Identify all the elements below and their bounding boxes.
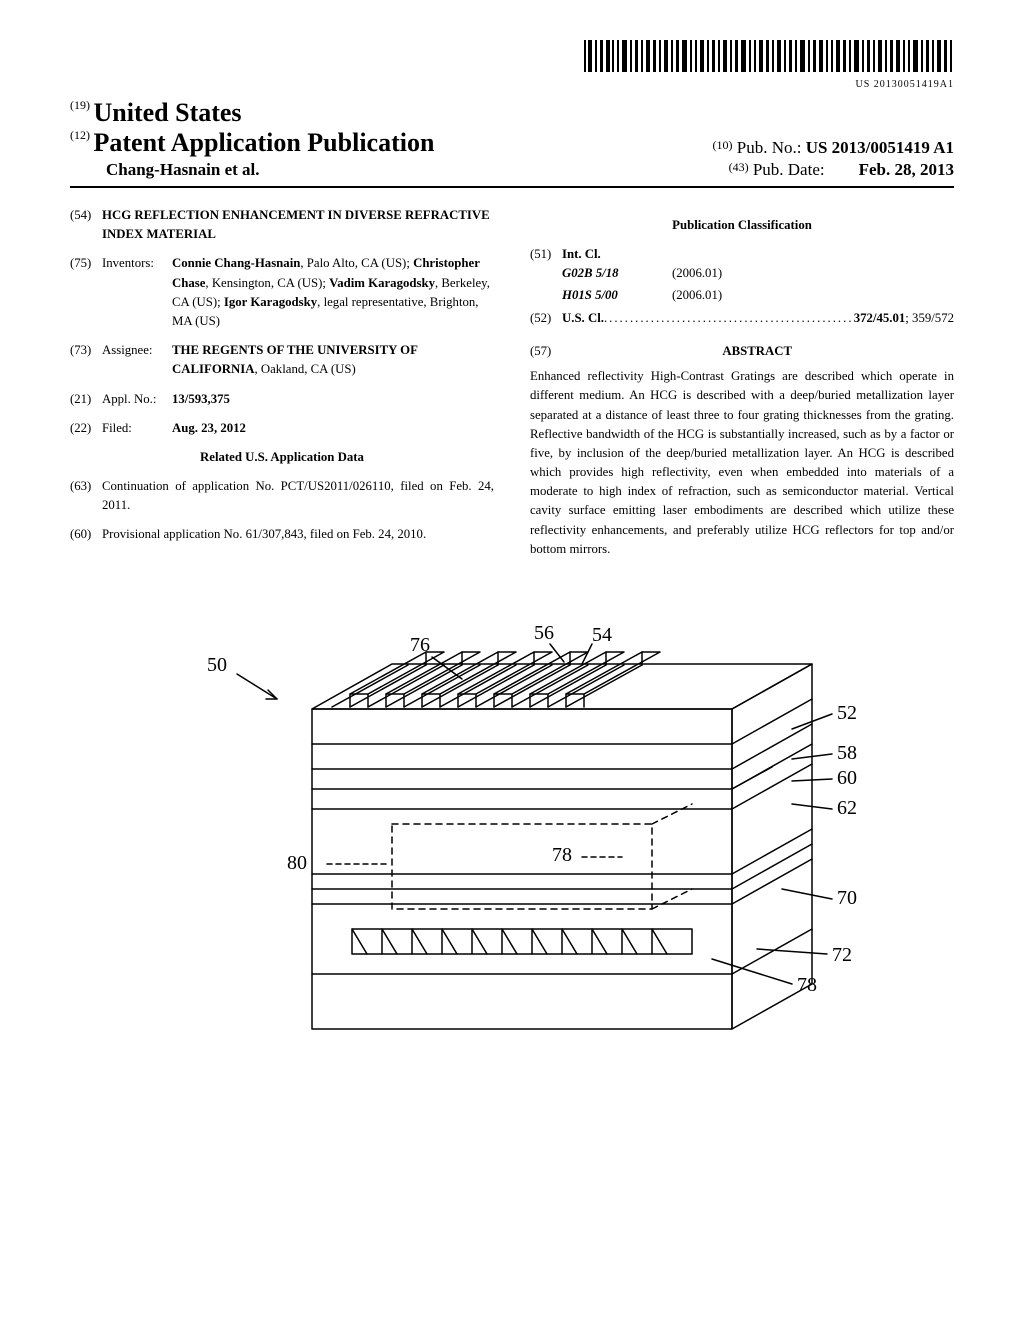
pub-type: Patent Application Publication — [94, 128, 435, 157]
pub-date-label: Pub. Date: — [753, 160, 825, 179]
bibliographic-section: (54) HCG REFLECTION ENHANCEMENT IN DIVER… — [70, 206, 954, 559]
left-column: (54) HCG REFLECTION ENHANCEMENT IN DIVER… — [70, 206, 494, 559]
uscl-label: U.S. Cl. — [562, 309, 604, 328]
inventors-text: Connie Chang-Hasnain, Palo Alto, CA (US)… — [172, 254, 494, 331]
ref-62: 62 — [837, 797, 857, 819]
patent-figure: 50 76 56 54 52 58 60 62 80 78 70 72 78 — [132, 609, 892, 1089]
assignee-num: (73) — [70, 341, 102, 379]
related-heading: Related U.S. Application Data — [70, 448, 494, 467]
figure-container: 50 76 56 54 52 58 60 62 80 78 70 72 78 — [70, 609, 954, 1094]
uscl-num: (52) — [530, 309, 562, 328]
abstract-label: ABSTRACT — [565, 342, 949, 361]
header-main: (19) United States (12) Patent Applicati… — [70, 98, 954, 180]
authors: Chang-Hasnain et al. — [70, 160, 260, 180]
pub-date-value: Feb. 28, 2013 — [859, 160, 954, 179]
ref-78-low: 78 — [797, 974, 817, 996]
ref-60: 60 — [837, 767, 857, 789]
country: United States — [94, 98, 242, 128]
appl-label: Appl. No.: — [102, 390, 172, 409]
filed-num: (22) — [70, 419, 102, 438]
right-column: Publication Classification (51) Int. Cl.… — [530, 206, 954, 559]
continuation-text: Continuation of application No. PCT/US20… — [102, 477, 494, 515]
uscl-dotfill — [604, 309, 854, 328]
intcl-code-1: H01S 5/00 — [562, 286, 672, 305]
filed-label: Filed: — [102, 419, 172, 438]
ref-56: 56 — [534, 622, 554, 644]
assignee-text: THE REGENTS OF THE UNIVERSITY OF CALIFOR… — [172, 341, 494, 379]
ref-58: 58 — [837, 742, 857, 764]
intcl-row: H01S 5/00 (2006.01) — [562, 286, 954, 305]
pub-date-prefix: (43) — [729, 160, 749, 174]
barcode-number: US 20130051419A1 — [70, 79, 954, 90]
pub-no-value: US 2013/0051419 A1 — [806, 138, 954, 157]
title-num: (54) — [70, 206, 102, 244]
barcode-region: US 20130051419A1 — [70, 40, 954, 90]
ref-54: 54 — [592, 624, 612, 646]
ref-76: 76 — [410, 634, 430, 656]
pub-type-prefix: (12) — [70, 128, 90, 142]
ref-70: 70 — [837, 887, 857, 909]
inventors-num: (75) — [70, 254, 102, 331]
intcl-num: (51) — [530, 245, 562, 307]
provisional-text: Provisional application No. 61/307,843, … — [102, 525, 494, 544]
filed-value: Aug. 23, 2012 — [172, 419, 494, 438]
country-prefix: (19) — [70, 98, 90, 112]
abstract-text: Enhanced reflectivity High-Contrast Grat… — [530, 367, 954, 559]
inventors-label: Inventors: — [102, 254, 172, 331]
ref-80: 80 — [287, 852, 307, 874]
ref-72: 72 — [832, 944, 852, 966]
intcl-code-0: G02B 5/18 — [562, 264, 672, 283]
ref-52: 52 — [837, 702, 857, 724]
intcl-year-1: (2006.01) — [672, 286, 722, 305]
intcl-year-0: (2006.01) — [672, 264, 722, 283]
intcl-label: Int. Cl. — [562, 245, 954, 264]
classification-heading: Publication Classification — [530, 216, 954, 235]
barcode-graphic — [584, 40, 954, 72]
provisional-num: (60) — [70, 525, 102, 544]
appl-num: (21) — [70, 390, 102, 409]
pub-no-prefix: (10) — [712, 138, 732, 152]
ref-78-mid: 78 — [552, 844, 572, 866]
header-divider — [70, 186, 954, 188]
patent-title: HCG REFLECTION ENHANCEMENT IN DIVERSE RE… — [102, 206, 494, 244]
ref-50: 50 — [207, 654, 227, 676]
appl-value: 13/593,375 — [172, 390, 494, 409]
abstract-num: (57) — [530, 342, 562, 361]
assignee-label: Assignee: — [102, 341, 172, 379]
uscl-value: 372/45.01; 359/572 — [854, 309, 954, 328]
continuation-num: (63) — [70, 477, 102, 515]
pub-no-label: Pub. No.: — [737, 138, 802, 157]
intcl-row: G02B 5/18 (2006.01) — [562, 264, 954, 283]
